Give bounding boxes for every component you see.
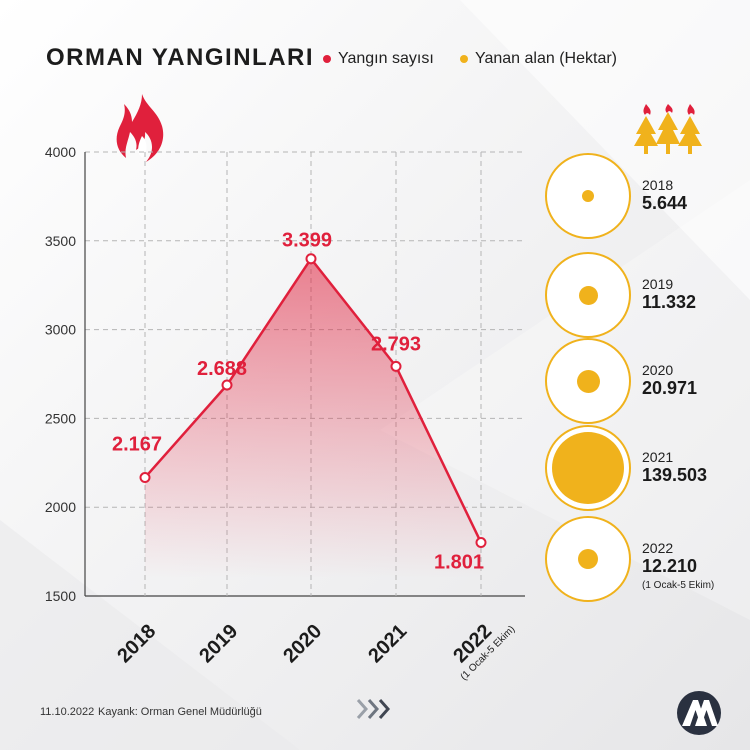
footer-date: 11.10.2022 xyxy=(40,706,95,718)
area-bubble-2018: 2018 5.644 xyxy=(545,153,745,247)
bubble-core xyxy=(576,369,600,393)
area-bubble-2019: 2019 11.332 xyxy=(545,252,745,346)
bubble-year: 2021 xyxy=(642,449,674,465)
area-bubble-2020: 2020 20.971 xyxy=(545,338,745,432)
bubble-value: 5.644 xyxy=(642,193,688,213)
y-tick-label: 2000 xyxy=(45,499,76,515)
y-tick-label: 3500 xyxy=(45,233,76,249)
x-tick-2018: 2018 xyxy=(113,620,160,667)
y-tick-label: 1500 xyxy=(45,588,76,604)
bubble-year: 2022 xyxy=(642,540,674,556)
data-label-2020: 3.399 xyxy=(282,230,332,252)
data-label-2019: 2.688 xyxy=(197,358,247,380)
bubble-ring xyxy=(545,425,631,511)
bubble-core xyxy=(582,190,594,202)
x-tick-2019: 2019 xyxy=(195,620,242,667)
legend-area: Yanan alan (Hektar) xyxy=(460,50,617,68)
legend-fires-label: Yangın sayısı xyxy=(338,50,434,67)
data-label-2021: 2.793 xyxy=(371,333,421,355)
y-tick-label: 3000 xyxy=(45,322,76,338)
y-tick-label: 2500 xyxy=(45,410,76,426)
bubble-core xyxy=(552,432,624,504)
bubble-core xyxy=(578,549,598,569)
bubble-note: (1 Ocak-5 Ekim) xyxy=(642,580,715,591)
data-point-2018 xyxy=(139,472,151,484)
page-title: ORMAN YANGINLARI xyxy=(46,44,315,71)
data-label-2022: 1.801 xyxy=(434,552,484,574)
aa-logo xyxy=(677,691,721,735)
x-tick-2022: 2022(1 Ocak-5 Ekim) xyxy=(449,620,517,682)
legend-area-dot xyxy=(460,55,468,63)
legend-fires-dot xyxy=(323,55,331,63)
bubble-value: 139.503 xyxy=(642,465,708,485)
data-label-2018: 2.167 xyxy=(112,434,162,456)
data-point-2022 xyxy=(475,537,487,549)
burning-trees-icon xyxy=(634,104,702,154)
x-tick-label: 2018 xyxy=(113,620,160,667)
data-point-2021 xyxy=(390,360,402,372)
data-point-2020 xyxy=(305,253,317,265)
area-bubble-2021: 2021 139.503 xyxy=(545,425,745,519)
bubble-year: 2019 xyxy=(642,276,674,292)
bubble-ring xyxy=(545,516,631,602)
bubble-value: 12.210 xyxy=(642,556,698,576)
footer-source: Kayank: Orman Genel Müdürlüğü xyxy=(98,706,262,718)
bubble-ring xyxy=(545,153,631,239)
x-tick-2020: 2020 xyxy=(279,620,326,667)
bubble-ring xyxy=(545,338,631,424)
bubble-core xyxy=(578,285,598,305)
data-point-2019 xyxy=(221,379,233,391)
chevrons-right-icon xyxy=(356,699,391,719)
x-tick-label: 2021 xyxy=(364,620,411,667)
x-tick-label: 2020 xyxy=(279,620,326,667)
bubble-value: 11.332 xyxy=(642,292,697,312)
area-bubble-2022: 2022 12.210 (1 Ocak-5 Ekim) xyxy=(545,516,745,610)
x-tick-2021: 2021 xyxy=(364,620,411,667)
bubble-ring xyxy=(545,252,631,338)
bubble-value: 20.971 xyxy=(642,378,698,398)
series-area-fill xyxy=(145,258,481,579)
bubble-year: 2020 xyxy=(642,362,674,378)
y-tick-label: 4000 xyxy=(45,144,76,160)
bubble-year: 2018 xyxy=(642,177,674,193)
x-tick-label: 2019 xyxy=(195,620,242,667)
legend-fires: Yangın sayısı xyxy=(323,50,434,68)
legend-area-label: Yanan alan (Hektar) xyxy=(475,50,617,67)
